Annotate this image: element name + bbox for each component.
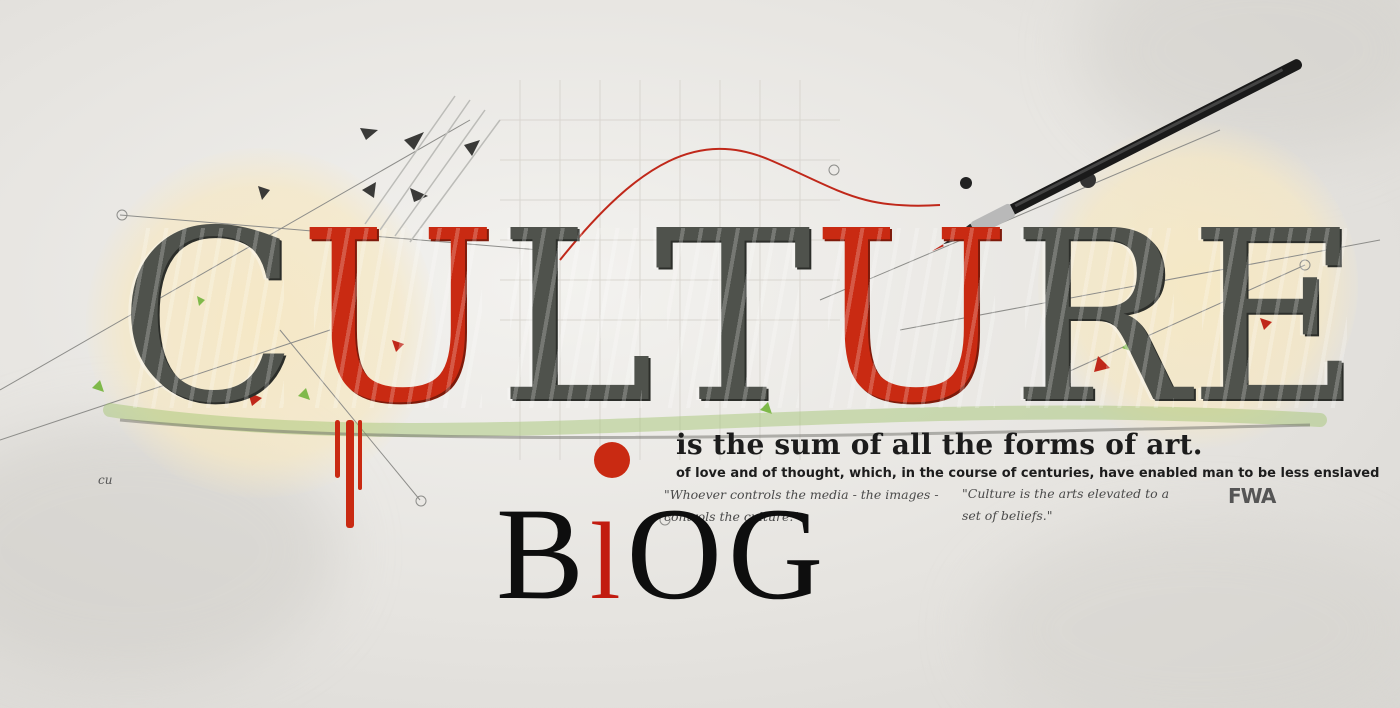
culture-title: C U L T U R E <box>118 180 1361 455</box>
title-letter-r: R <box>1010 180 1189 455</box>
quote-left: "Whoever controls the media - the images… <box>664 484 939 528</box>
background-smudge <box>980 520 1400 708</box>
title-letter-e: E <box>1188 180 1361 455</box>
title-letter-t: T <box>654 180 812 455</box>
subline: of love and of thought, which, in the co… <box>676 466 1380 481</box>
tagline: is the sum of all the forms of art. <box>676 428 1203 461</box>
title-letter-l: L <box>497 180 655 455</box>
quote-left-line1: "Whoever controls the media - the images… <box>664 487 939 502</box>
paint-drip <box>358 420 362 490</box>
blog-wordmark: BlOG <box>496 488 829 620</box>
blog-letters-og: OG <box>626 480 830 627</box>
artist-signature: FWA <box>1228 484 1276 508</box>
paint-drip <box>346 420 354 528</box>
quote-left-line2: controls the culture." <box>664 509 800 524</box>
title-letter-c: C <box>118 180 299 455</box>
quote-right-line2: set of beliefs." <box>962 508 1053 523</box>
svg-text:cu: cu <box>98 473 112 487</box>
blog-letter-l: l <box>590 500 627 622</box>
title-letter-u2: U <box>811 180 1011 455</box>
quote-right: "Culture is the arts elevated to a set o… <box>962 483 1169 527</box>
quote-right-line1: "Culture is the arts elevated to a <box>962 486 1170 501</box>
paint-drip <box>335 420 340 478</box>
title-letter-u: U <box>298 180 498 455</box>
blog-letter-b: B <box>496 480 591 627</box>
